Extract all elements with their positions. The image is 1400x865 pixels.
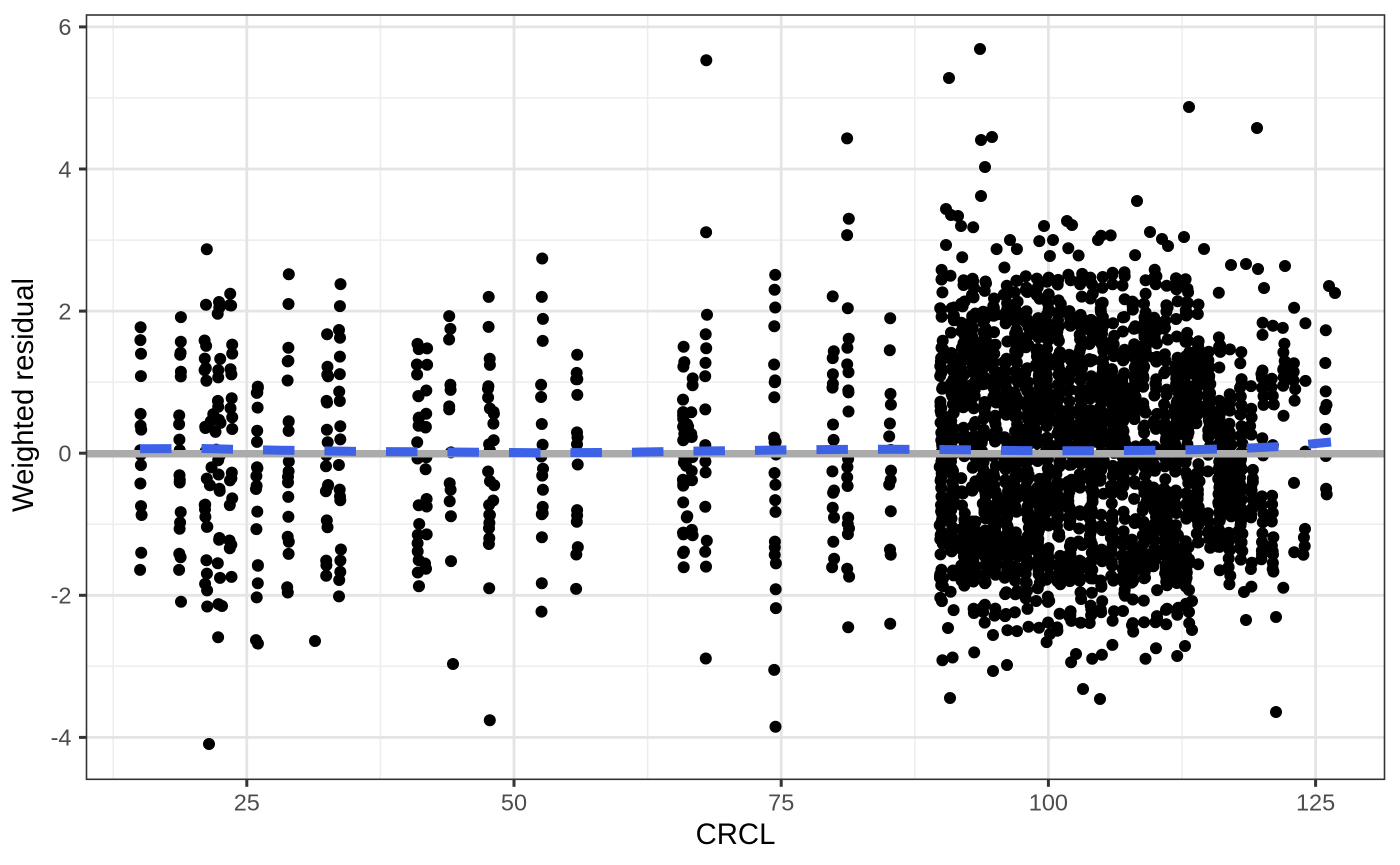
svg-text:4: 4 xyxy=(58,156,71,182)
svg-text:-4: -4 xyxy=(51,725,72,751)
svg-text:CRCL: CRCL xyxy=(696,818,776,851)
svg-text:Weighted residual: Weighted residual xyxy=(7,278,40,512)
svg-text:75: 75 xyxy=(768,790,794,816)
svg-text:125: 125 xyxy=(1296,790,1335,816)
svg-text:6: 6 xyxy=(58,14,71,40)
svg-text:2: 2 xyxy=(58,298,71,324)
svg-text:25: 25 xyxy=(234,790,260,816)
svg-text:-2: -2 xyxy=(51,583,72,609)
svg-text:100: 100 xyxy=(1029,790,1068,816)
svg-text:0: 0 xyxy=(58,441,71,467)
svg-text:50: 50 xyxy=(501,790,527,816)
